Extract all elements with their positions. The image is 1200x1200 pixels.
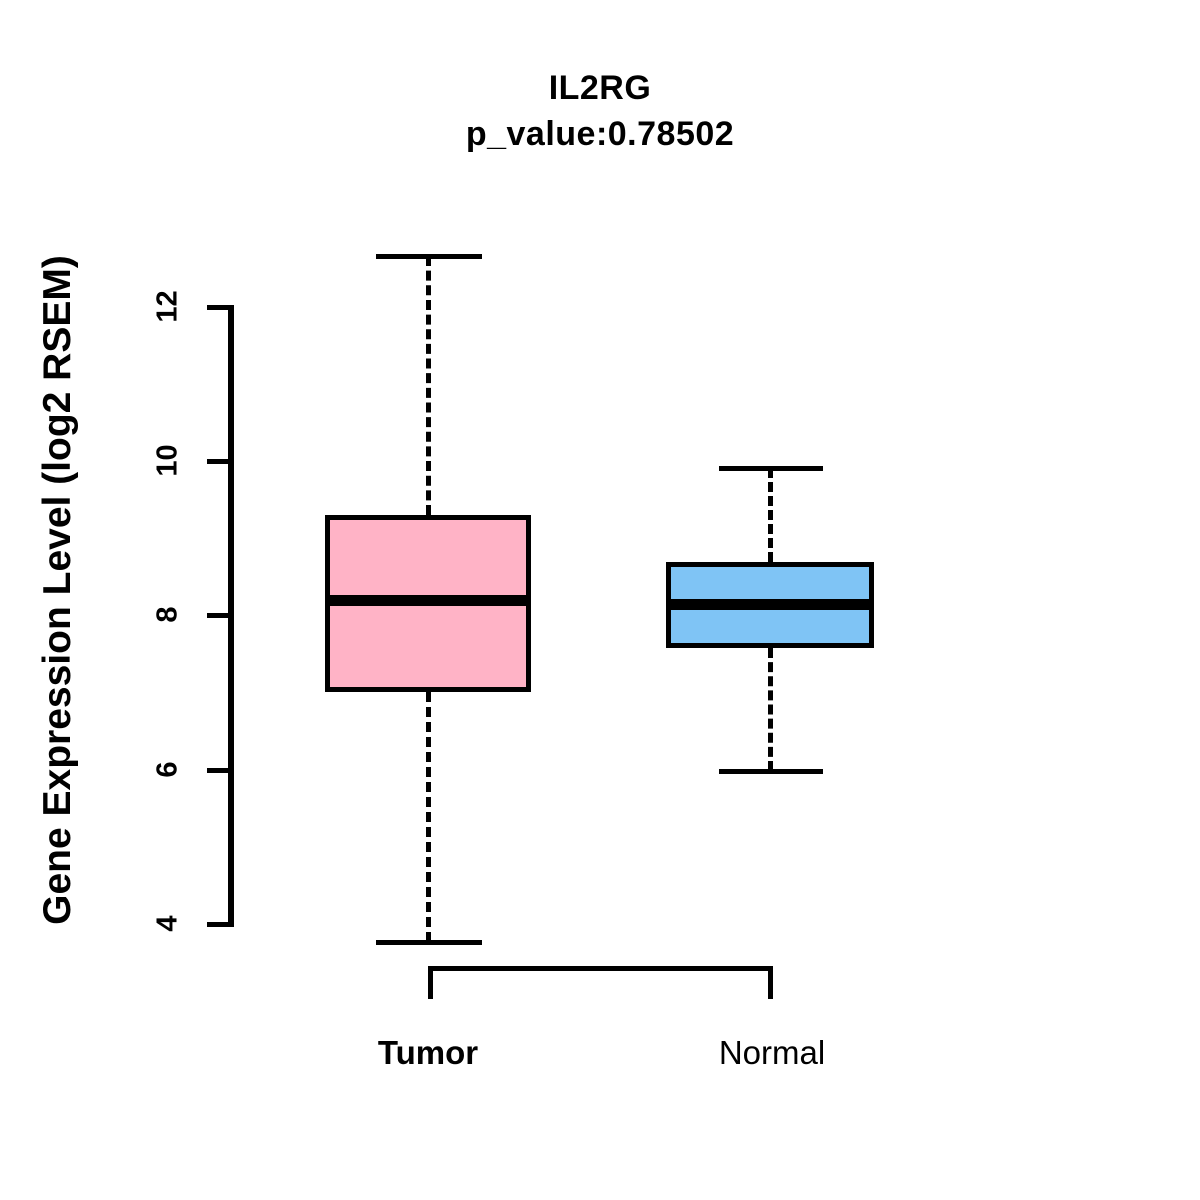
tumor-lower-whisker-cap — [376, 940, 482, 946]
y-tick-label-10: 10 — [151, 444, 184, 477]
tumor-lower-whisker-line — [426, 692, 431, 943]
tumor-upper-whisker-line — [426, 256, 431, 515]
chart-title: IL2RG — [548, 69, 652, 107]
y-tick-mark-10 — [207, 459, 234, 464]
y-tick-mark-4 — [207, 922, 234, 927]
x-axis-bracket-left-end — [428, 966, 433, 999]
y-tick-label-8: 8 — [151, 606, 184, 623]
y-tick-label-4: 4 — [151, 915, 184, 932]
normal-lower-whisker-cap — [719, 769, 823, 775]
normal-upper-whisker-cap — [719, 465, 823, 471]
y-tick-mark-8 — [207, 613, 234, 618]
y-tick-label-12: 12 — [151, 290, 184, 323]
chart-title-block: IL2RG p_value:0.78502 — [0, 66, 1200, 158]
y-tick-label-6: 6 — [151, 761, 184, 778]
y-tick-mark-6 — [207, 768, 234, 773]
y-tick-mark-12 — [207, 305, 234, 310]
x-axis-bracket-right-end — [768, 966, 773, 999]
normal-median-line — [666, 599, 874, 611]
tumor-median-line — [325, 595, 531, 607]
chart-subtitle-pvalue: p_value:0.78502 — [465, 115, 735, 153]
x-axis-bracket — [428, 966, 773, 971]
tumor-upper-whisker-cap — [376, 254, 482, 260]
normal-lower-whisker-line — [768, 648, 773, 772]
normal-upper-whisker-line — [768, 467, 773, 562]
y-axis-label: Gene Expression Level (log2 RSEM) — [36, 255, 79, 925]
x-tick-label-tumor: Tumor — [377, 1034, 479, 1071]
x-tick-label-normal: Normal — [718, 1034, 826, 1071]
